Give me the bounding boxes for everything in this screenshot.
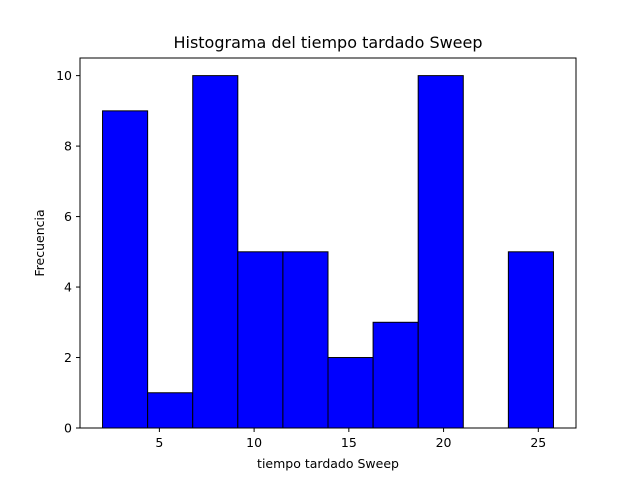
x-tick-label: 5 [155, 435, 163, 450]
x-tick-label: 25 [530, 435, 546, 450]
histogram-bar [147, 392, 194, 429]
bars-group [102, 75, 554, 429]
x-tick-label: 10 [246, 435, 262, 450]
x-tick-label: 20 [436, 435, 452, 450]
y-tick-label: 6 [64, 209, 72, 224]
histogram-bar [372, 321, 419, 429]
x-axis: 5 10 15 20 25 [155, 428, 546, 450]
x-tick-label: 15 [341, 435, 357, 450]
plot-frame [79, 57, 577, 429]
histogram-bar [192, 75, 239, 429]
y-tick-label: 4 [64, 280, 72, 295]
y-tick-label: 10 [56, 68, 72, 83]
histogram-bar [237, 251, 284, 429]
histogram-bar [417, 75, 464, 429]
y-tick-label: 8 [64, 139, 72, 154]
y-axis: 0 2 4 6 8 10 [56, 68, 80, 436]
histogram-bar [327, 357, 374, 429]
histogram-bar [282, 251, 329, 429]
histogram-bar [507, 251, 554, 429]
y-tick-label: 2 [64, 350, 72, 365]
y-tick-label: 0 [64, 421, 72, 436]
y-axis-label: Frecuencia [32, 209, 47, 276]
histogram-bar [102, 110, 149, 429]
x-axis-label: tiempo tardado Sweep [257, 456, 399, 471]
chart-title: Histograma del tiempo tardado Sweep [173, 33, 482, 52]
